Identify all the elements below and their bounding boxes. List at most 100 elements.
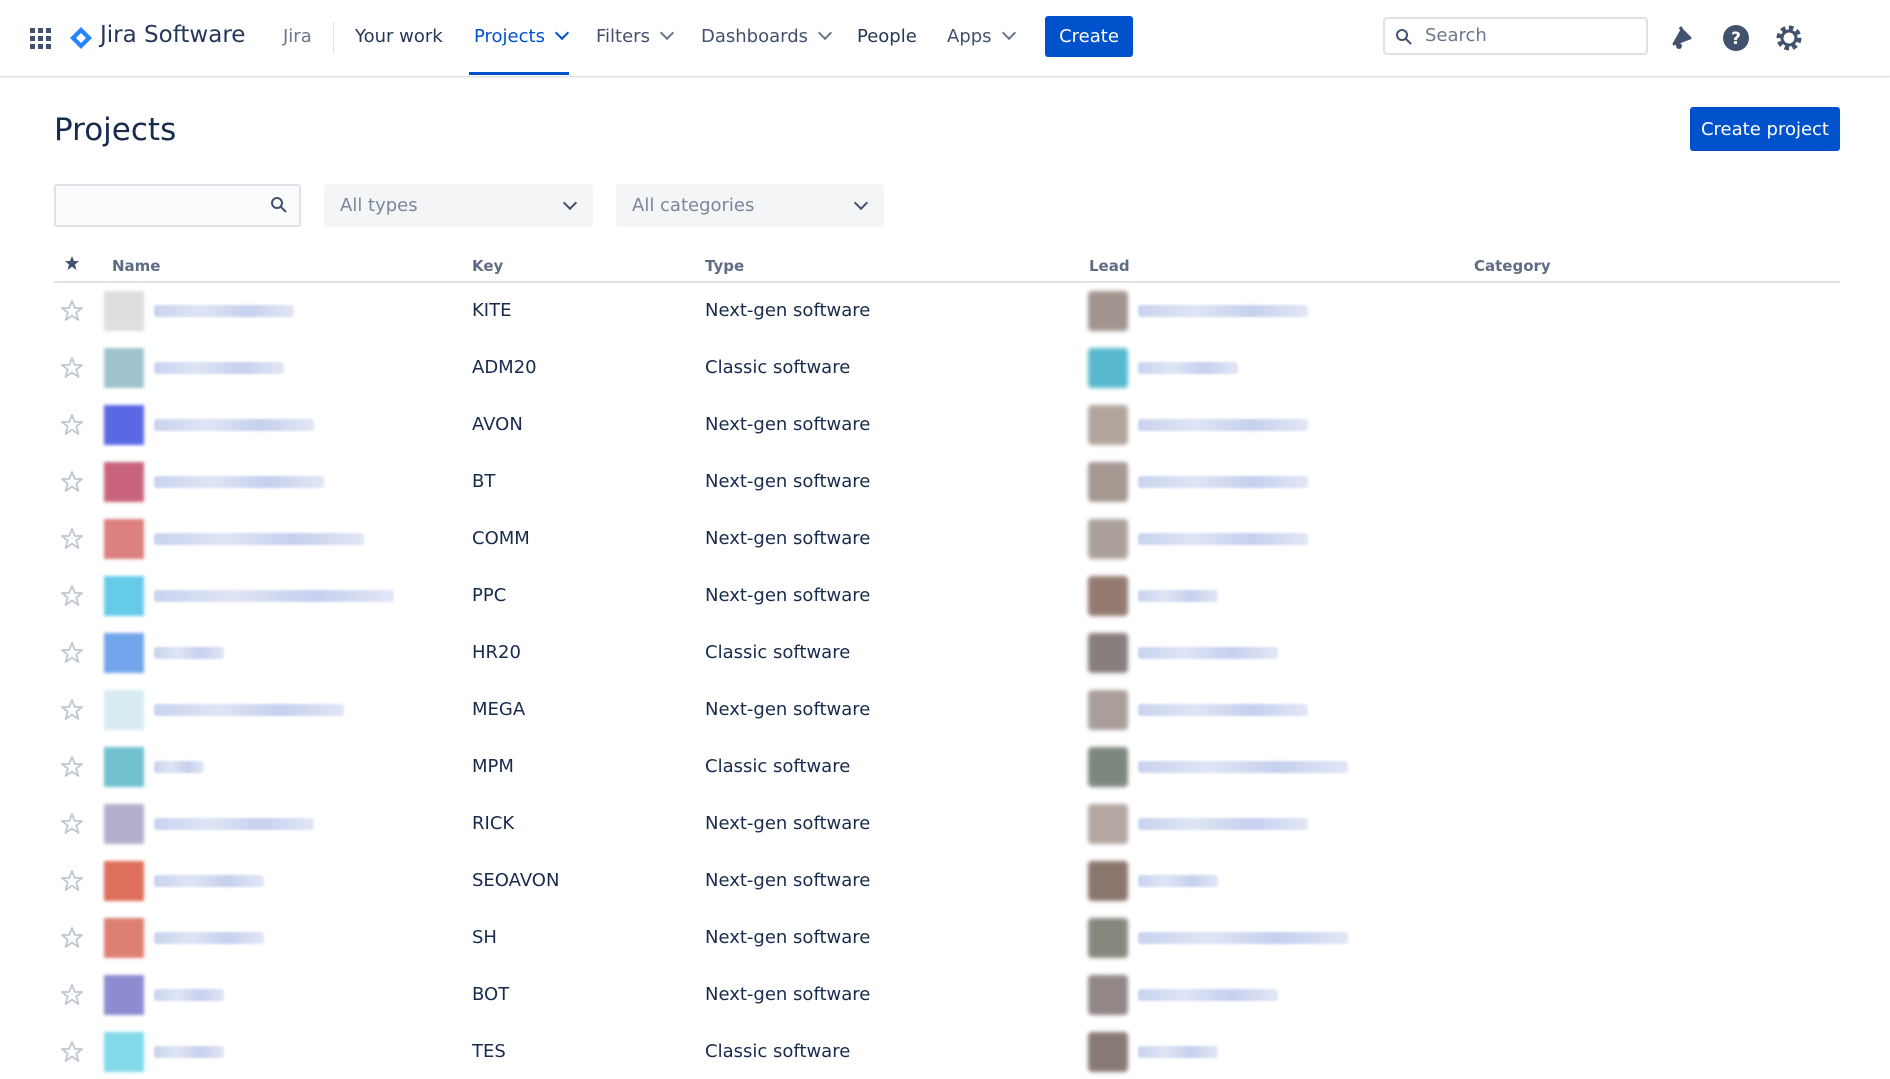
notifications[interactable] xyxy=(1668,24,1696,52)
project-avatar xyxy=(104,747,144,787)
lead-name[interactable] xyxy=(1138,533,1308,545)
lead-avatar xyxy=(1088,348,1128,388)
project-type: Classic software xyxy=(705,642,851,663)
project-type: Next-gen software xyxy=(705,585,871,606)
project-avatar xyxy=(104,804,144,844)
star[interactable] xyxy=(60,641,84,665)
lead-name[interactable] xyxy=(1138,590,1218,602)
project-avatar xyxy=(104,405,144,445)
lead-name[interactable] xyxy=(1138,818,1308,830)
project-name[interactable] xyxy=(154,818,314,830)
project-avatar xyxy=(104,633,144,673)
create-project-button[interactable]: Create project xyxy=(1690,107,1840,151)
star[interactable] xyxy=(60,698,84,722)
project-avatar xyxy=(104,690,144,730)
svg-text:?: ? xyxy=(1731,29,1741,49)
project-key: SH xyxy=(472,927,497,948)
project-name[interactable] xyxy=(154,476,324,488)
project-search[interactable] xyxy=(54,184,301,227)
nav-label: Apps xyxy=(947,26,992,47)
type-filter[interactable]: All types xyxy=(324,184,593,227)
divider xyxy=(333,22,334,54)
column-header[interactable]: Lead xyxy=(1089,257,1130,275)
settings[interactable] xyxy=(1774,23,1804,53)
project-avatar xyxy=(104,576,144,616)
nav-item[interactable]: Your work xyxy=(355,26,443,47)
star[interactable] xyxy=(60,527,84,551)
star[interactable] xyxy=(60,356,84,380)
search-placeholder: Search xyxy=(1425,25,1487,46)
project-avatar xyxy=(104,291,144,331)
star[interactable] xyxy=(60,926,84,950)
nav-item[interactable]: Dashboards xyxy=(701,25,833,47)
project-name[interactable] xyxy=(154,989,224,1001)
lead-name[interactable] xyxy=(1138,875,1218,887)
project-name[interactable] xyxy=(154,932,264,944)
project-key: PPC xyxy=(472,585,507,606)
category-filter[interactable]: All categories xyxy=(616,184,884,227)
nav-item[interactable]: Filters xyxy=(596,25,675,47)
project-name[interactable] xyxy=(154,1046,224,1058)
app-switcher[interactable] xyxy=(29,27,53,51)
lead-name[interactable] xyxy=(1138,1046,1218,1058)
project-name[interactable] xyxy=(154,533,364,545)
star[interactable] xyxy=(60,413,84,437)
project-key: RICK xyxy=(472,813,515,834)
star[interactable] xyxy=(60,299,84,323)
lead-name[interactable] xyxy=(1138,476,1308,488)
project-name[interactable] xyxy=(154,419,314,431)
column-header[interactable]: Category xyxy=(1474,257,1551,275)
product-name[interactable]: Jira Software xyxy=(100,22,246,48)
project-key: BT xyxy=(472,471,496,492)
project-avatar xyxy=(104,861,144,901)
top-bar xyxy=(0,0,1890,77)
project-type: Next-gen software xyxy=(705,471,871,492)
lead-name[interactable] xyxy=(1138,647,1278,659)
star[interactable] xyxy=(60,983,84,1007)
project-key: MEGA xyxy=(472,699,526,720)
lead-name[interactable] xyxy=(1138,932,1348,944)
project-avatar xyxy=(104,462,144,502)
lead-name[interactable] xyxy=(1138,761,1348,773)
header-rule xyxy=(54,281,1840,283)
project-name[interactable] xyxy=(154,590,394,602)
nav-item[interactable]: People xyxy=(857,26,917,47)
lead-name[interactable] xyxy=(1138,989,1278,1001)
column-header[interactable]: Name xyxy=(112,257,161,275)
lead-name[interactable] xyxy=(1138,419,1308,431)
lead-avatar xyxy=(1088,519,1128,559)
lead-avatar xyxy=(1088,690,1128,730)
star[interactable] xyxy=(60,812,84,836)
star[interactable] xyxy=(60,1040,84,1064)
project-name[interactable] xyxy=(154,875,264,887)
project-type: Next-gen software xyxy=(705,528,871,549)
filter-label: All types xyxy=(340,195,418,216)
lead-name[interactable] xyxy=(1138,362,1238,374)
project-name[interactable] xyxy=(154,704,344,716)
column-header[interactable]: Key xyxy=(472,257,504,275)
lead-avatar xyxy=(1088,1032,1128,1072)
lead-avatar xyxy=(1088,462,1128,502)
help[interactable]: ? xyxy=(1721,23,1751,53)
create-button[interactable]: Create xyxy=(1045,16,1133,57)
nav-item[interactable]: Projects xyxy=(474,25,570,47)
project-type: Classic software xyxy=(705,357,851,378)
project-avatar xyxy=(104,918,144,958)
lead-name[interactable] xyxy=(1138,305,1308,317)
project-name[interactable] xyxy=(154,362,284,374)
star[interactable] xyxy=(60,584,84,608)
lead-name[interactable] xyxy=(1138,704,1308,716)
project-key: TES xyxy=(472,1041,506,1062)
project-name[interactable] xyxy=(154,761,204,773)
star[interactable] xyxy=(60,869,84,893)
project-name[interactable] xyxy=(154,647,224,659)
star[interactable] xyxy=(60,755,84,779)
project-name[interactable] xyxy=(154,305,294,317)
logo[interactable] xyxy=(69,26,93,50)
project-key: KITE xyxy=(472,300,512,321)
search-box[interactable]: Search xyxy=(1383,17,1648,55)
nav-label: Dashboards xyxy=(701,26,809,47)
nav-item[interactable]: Apps xyxy=(947,25,1016,47)
star[interactable] xyxy=(60,470,84,494)
